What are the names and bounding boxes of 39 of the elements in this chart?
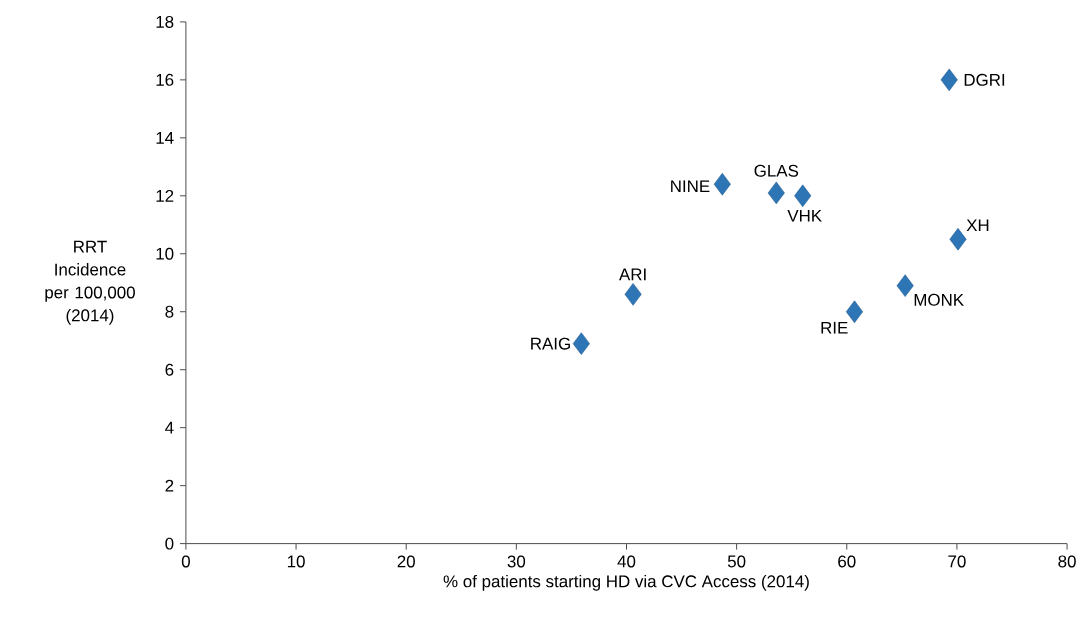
- x-tick-label: 60: [838, 555, 856, 568]
- y-tick-label: 16: [156, 73, 174, 86]
- annotation: RIE: [821, 321, 848, 334]
- annotation: ARI: [619, 268, 646, 281]
- point: [767, 181, 785, 205]
- x-tick-label: 40: [617, 555, 636, 568]
- annotation: MONK: [914, 293, 964, 306]
- point: [794, 184, 812, 207]
- point: [572, 332, 590, 355]
- annotation: XH: [966, 219, 989, 231]
- annotation: NINE: [671, 180, 710, 192]
- x-tick-label: 20: [397, 555, 415, 568]
- x-tick-label: 10: [287, 555, 305, 568]
- point: [940, 68, 958, 91]
- y-tick-label: 4: [165, 421, 174, 434]
- y-tick-label: 0: [165, 537, 174, 550]
- annotation: VHK: [787, 209, 822, 222]
- point: [624, 282, 642, 306]
- point: [845, 300, 863, 323]
- y-tick-label: 2: [165, 479, 174, 492]
- point: [713, 172, 731, 196]
- point: [896, 274, 914, 297]
- y-tick-label: 6: [165, 363, 174, 376]
- annotation: GLAS: [754, 164, 799, 177]
- annotation: DGRI: [964, 73, 1005, 86]
- x-axis-title: % of patients starting HD via CVC Access (2014): [443, 574, 809, 591]
- x-tick-label: 0: [181, 555, 190, 568]
- y-tick-label: 10: [156, 247, 174, 260]
- y-tick-label: 14: [156, 131, 174, 144]
- x-tick-label: 30: [507, 555, 526, 568]
- y-tick-label: 18: [156, 15, 174, 28]
- y-axis-title: RRT Incidence per 100,000 (2014): [45, 240, 135, 325]
- x-tick-label: 70: [948, 555, 966, 568]
- x-tick-label: 80: [1058, 555, 1076, 568]
- x-tick-label: 50: [727, 555, 746, 568]
- point: [949, 227, 967, 251]
- y-tick-label: 12: [156, 189, 174, 202]
- annotation: RAIG: [531, 337, 570, 350]
- y-tick-label: 8: [165, 305, 174, 318]
